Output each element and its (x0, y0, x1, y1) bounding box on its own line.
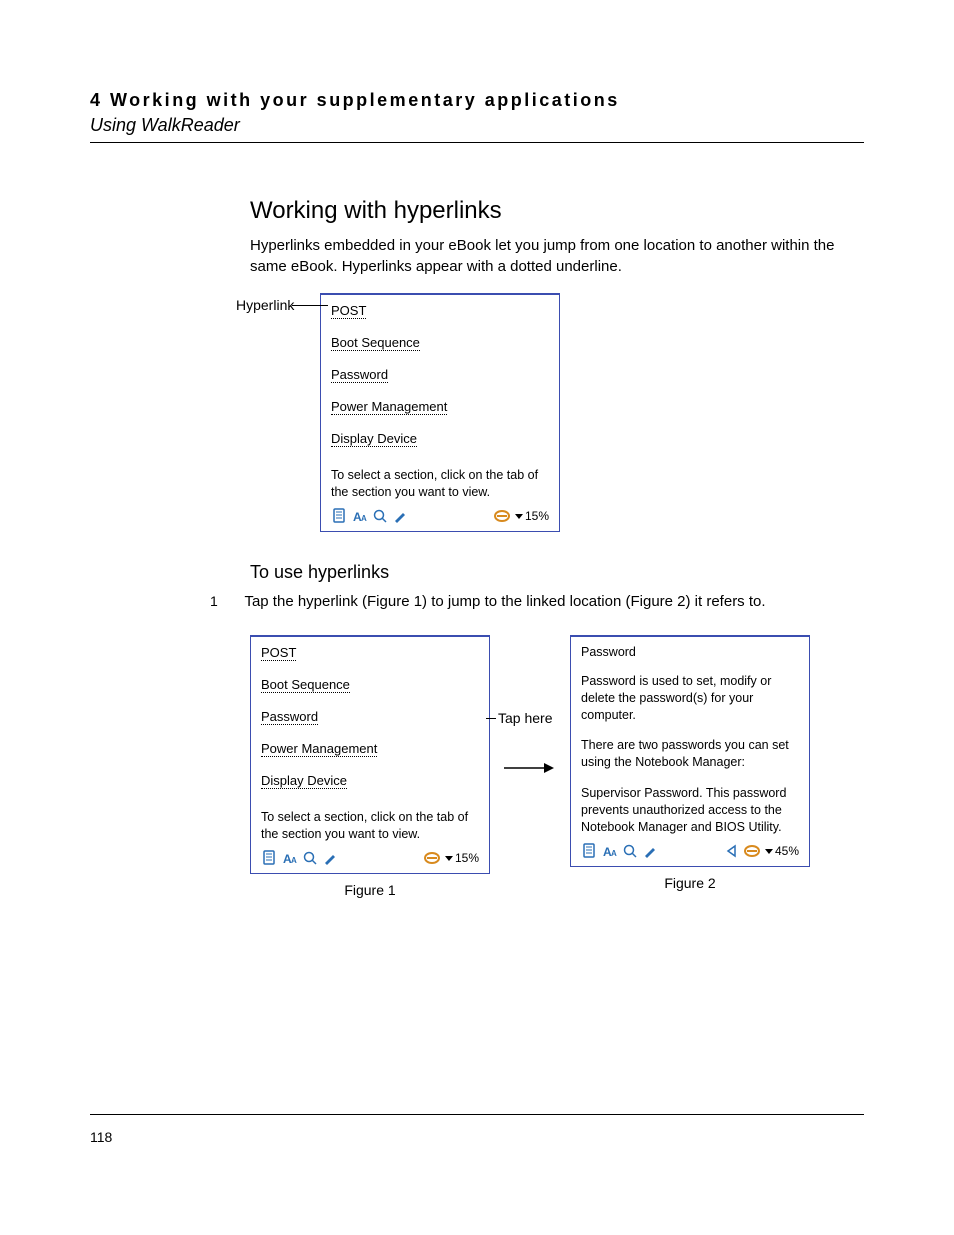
svg-text:A: A (611, 849, 617, 858)
walkreader-toolbar: AA 15% (331, 505, 549, 527)
font-size-icon[interactable]: AA (351, 507, 369, 525)
page-title: Working with hyperlinks (250, 197, 864, 225)
subheading: To use hyperlinks (250, 562, 864, 583)
step-text: Tap the hyperlink (Figure 1) to jump to … (244, 593, 765, 610)
progress-percent[interactable]: 15% (445, 851, 479, 865)
nav-icon[interactable] (423, 849, 441, 867)
tap-leader-line (486, 718, 496, 719)
hyperlink-item[interactable]: Power Management (261, 741, 377, 757)
walkreader-panel-main: POST Boot Sequence Password Power Manage… (320, 293, 560, 532)
progress-percent[interactable]: 15% (515, 509, 549, 523)
hyperlink-item[interactable]: Password (331, 367, 388, 383)
nav-icon[interactable] (743, 842, 761, 860)
hyperlink-item[interactable]: Boot Sequence (331, 335, 420, 351)
magnifier-icon[interactable] (301, 849, 319, 867)
font-size-icon[interactable]: AA (281, 849, 299, 867)
panel-instruction: To select a section, click on the tab of… (261, 809, 479, 843)
magnifier-icon[interactable] (621, 842, 639, 860)
hyperlink-item[interactable]: POST (331, 303, 366, 319)
progress-percent[interactable]: 45% (765, 844, 799, 858)
page-icon[interactable] (581, 842, 599, 860)
walkreader-toolbar: AA 45% (581, 840, 799, 862)
callout-leader-line (292, 305, 328, 306)
panel-paragraph: Supervisor Password. This password preve… (581, 785, 799, 836)
page-icon[interactable] (331, 507, 349, 525)
pen-icon[interactable] (391, 507, 409, 525)
hyperlink-item[interactable]: Password (261, 709, 318, 725)
walkreader-panel-figure1: POST Boot Sequence Password Power Manage… (250, 635, 490, 874)
hyperlink-item[interactable]: POST (261, 645, 296, 661)
panel-paragraph: Password is used to set, modify or delet… (581, 673, 799, 724)
nav-icon[interactable] (493, 507, 511, 525)
arrow-right-icon (504, 761, 554, 779)
footer-rule (90, 1114, 864, 1115)
svg-text:A: A (291, 856, 297, 865)
svg-text:A: A (361, 514, 367, 523)
panel-heading: Password (581, 645, 799, 659)
tap-here-label: Tap here (498, 710, 552, 726)
figure2-caption: Figure 2 (664, 875, 715, 891)
back-icon[interactable] (723, 842, 741, 860)
section-heading: Using WalkReader (90, 115, 864, 136)
hyperlink-item[interactable]: Display Device (331, 431, 417, 447)
panel-instruction: To select a section, click on the tab of… (331, 467, 549, 501)
walkreader-panel-figure2: Password Password is used to set, modify… (570, 635, 810, 867)
header-rule (90, 142, 864, 143)
hyperlink-callout-label: Hyperlink (236, 297, 294, 313)
pen-icon[interactable] (321, 849, 339, 867)
hyperlink-item[interactable]: Display Device (261, 773, 347, 789)
font-size-icon[interactable]: AA (601, 842, 619, 860)
page-number: 118 (90, 1129, 112, 1145)
magnifier-icon[interactable] (371, 507, 389, 525)
hyperlink-item[interactable]: Power Management (331, 399, 447, 415)
panel-paragraph: There are two passwords you can set usin… (581, 737, 799, 771)
chapter-heading: 4 Working with your supplementary applic… (90, 90, 864, 111)
step-number: 1 (210, 593, 240, 609)
intro-paragraph: Hyperlinks embedded in your eBook let yo… (250, 235, 850, 277)
page-icon[interactable] (261, 849, 279, 867)
hyperlink-item[interactable]: Boot Sequence (261, 677, 350, 693)
figure1-caption: Figure 1 (344, 882, 395, 898)
pen-icon[interactable] (641, 842, 659, 860)
walkreader-toolbar: AA 15% (261, 847, 479, 869)
